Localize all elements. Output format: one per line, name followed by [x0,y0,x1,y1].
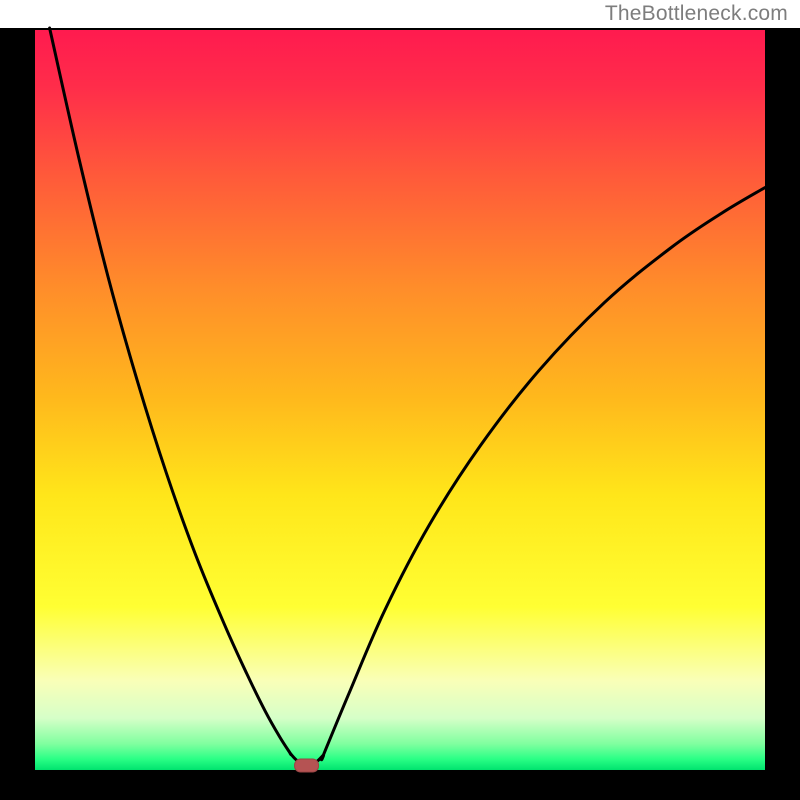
watermark-text: TheBottleneck.com [605,2,788,26]
chart-plot-background [35,28,765,770]
frame-top-border [0,28,800,30]
trough-marker [295,759,319,772]
